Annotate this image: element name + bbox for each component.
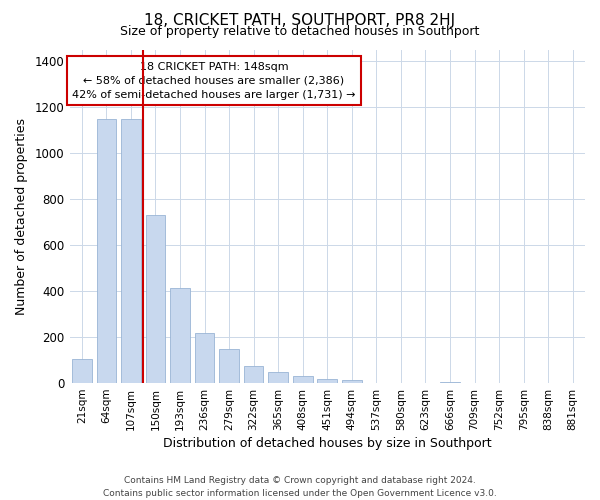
Text: Size of property relative to detached houses in Southport: Size of property relative to detached ho… (121, 25, 479, 38)
Bar (146, 216, 165, 383)
Bar (268, 372, 288, 383)
Text: 18, CRICKET PATH, SOUTHPORT, PR8 2HJ: 18, CRICKET PATH, SOUTHPORT, PR8 2HJ (145, 12, 455, 28)
Bar (219, 349, 239, 383)
Bar (72, 359, 92, 383)
Bar (440, 382, 460, 383)
Bar (293, 376, 313, 383)
Bar (317, 379, 337, 383)
Bar (195, 332, 214, 383)
Y-axis label: Number of detached properties: Number of detached properties (15, 118, 28, 315)
X-axis label: Distribution of detached houses by size in Southport: Distribution of detached houses by size … (163, 437, 491, 450)
Bar (97, 119, 116, 383)
Bar (244, 366, 263, 383)
Bar (342, 380, 362, 383)
Bar (121, 119, 141, 383)
Bar (170, 288, 190, 383)
Text: Contains HM Land Registry data © Crown copyright and database right 2024.
Contai: Contains HM Land Registry data © Crown c… (103, 476, 497, 498)
Text: 18 CRICKET PATH: 148sqm
← 58% of detached houses are smaller (2,386)
42% of semi: 18 CRICKET PATH: 148sqm ← 58% of detache… (72, 62, 356, 100)
